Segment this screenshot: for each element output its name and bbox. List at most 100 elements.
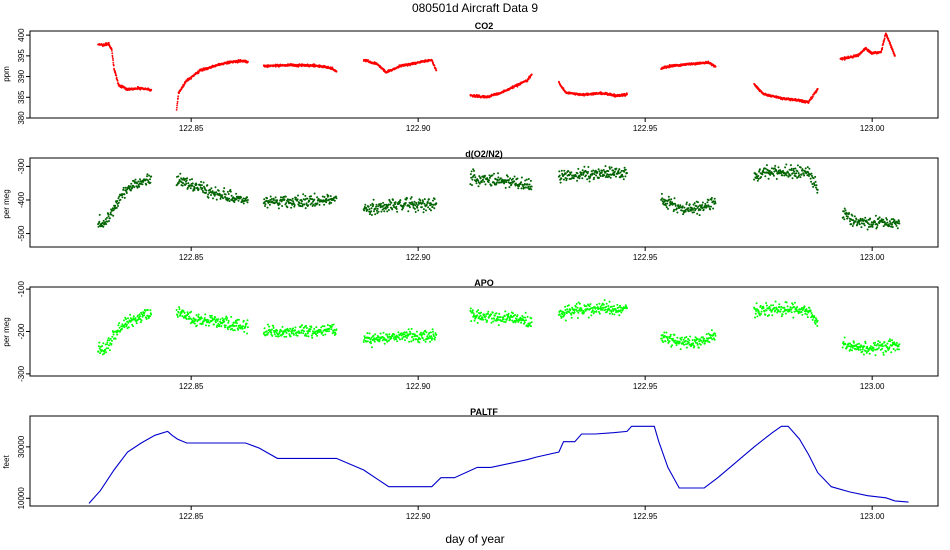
data-point-do2n2 bbox=[365, 207, 368, 209]
data-point-do2n2 bbox=[591, 172, 594, 175]
data-point-do2n2 bbox=[558, 174, 561, 177]
data-point-do2n2 bbox=[590, 170, 593, 173]
data-point-do2n2 bbox=[896, 227, 899, 230]
data-point-do2n2 bbox=[414, 204, 417, 207]
data-point-do2n2 bbox=[813, 182, 815, 185]
data-point-apo bbox=[246, 326, 249, 329]
data-point-do2n2 bbox=[230, 194, 233, 197]
data-point-do2n2 bbox=[483, 180, 486, 183]
data-point-apo bbox=[416, 335, 419, 338]
data-point-apo bbox=[597, 307, 600, 310]
plot-frame-co2 bbox=[29, 30, 939, 119]
data-point-do2n2 bbox=[676, 211, 679, 214]
data-point-do2n2 bbox=[243, 199, 246, 202]
data-point-do2n2 bbox=[367, 205, 370, 208]
data-point-apo bbox=[200, 317, 203, 320]
data-point-apo bbox=[492, 320, 495, 323]
data-point-apo bbox=[103, 350, 106, 353]
data-point-do2n2 bbox=[117, 205, 119, 207]
data-point-do2n2 bbox=[139, 178, 141, 181]
data-point-do2n2 bbox=[863, 224, 866, 227]
data-point-apo bbox=[473, 319, 476, 322]
data-point-do2n2 bbox=[226, 190, 229, 193]
data-point-apo bbox=[617, 306, 620, 309]
data-point-apo bbox=[434, 336, 437, 339]
data-point-do2n2 bbox=[392, 199, 394, 201]
data-point-apo bbox=[334, 333, 337, 335]
data-point-apo bbox=[565, 312, 568, 315]
data-point-apo bbox=[598, 302, 601, 305]
data-point-do2n2 bbox=[559, 181, 562, 184]
data-point-co2 bbox=[889, 42, 891, 44]
data-point-do2n2 bbox=[667, 195, 670, 198]
data-point-do2n2 bbox=[504, 186, 507, 189]
data-point-apo bbox=[328, 330, 330, 333]
data-point-do2n2 bbox=[419, 199, 422, 202]
data-point-do2n2 bbox=[387, 203, 390, 206]
data-point-do2n2 bbox=[387, 209, 390, 211]
data-point-apo bbox=[112, 331, 115, 334]
data-point-apo bbox=[115, 331, 118, 334]
data-point-do2n2 bbox=[146, 175, 148, 178]
data-point-apo bbox=[185, 318, 188, 320]
data-point-do2n2 bbox=[565, 179, 568, 182]
data-point-apo bbox=[476, 314, 479, 317]
data-point-do2n2 bbox=[274, 196, 277, 199]
data-point-do2n2 bbox=[494, 178, 497, 181]
data-point-apo bbox=[431, 328, 434, 331]
x-tick-label-apo-3: 123.00 bbox=[860, 382, 885, 391]
data-point-apo bbox=[563, 313, 566, 316]
data-point-apo bbox=[491, 311, 494, 314]
data-point-do2n2 bbox=[298, 202, 301, 205]
data-point-do2n2 bbox=[423, 202, 426, 205]
data-point-apo bbox=[263, 327, 266, 330]
data-point-do2n2 bbox=[401, 207, 404, 210]
data-point-apo bbox=[430, 335, 433, 338]
data-point-do2n2 bbox=[475, 182, 478, 185]
data-point-do2n2 bbox=[228, 200, 231, 203]
data-point-do2n2 bbox=[619, 171, 622, 174]
data-point-apo bbox=[132, 315, 135, 318]
data-point-apo bbox=[97, 350, 100, 353]
data-point-co2 bbox=[115, 74, 118, 77]
data-point-co2 bbox=[115, 76, 118, 79]
data-point-apo bbox=[307, 331, 310, 333]
data-point-do2n2 bbox=[876, 224, 879, 226]
data-point-do2n2 bbox=[422, 200, 425, 203]
data-point-do2n2 bbox=[671, 201, 674, 204]
data-point-co2 bbox=[812, 95, 814, 98]
data-point-apo bbox=[108, 349, 111, 352]
data-point-do2n2 bbox=[870, 221, 873, 224]
series-do2n2-8 bbox=[841, 207, 901, 231]
data-point-do2n2 bbox=[470, 176, 473, 179]
data-point-apo bbox=[419, 338, 422, 340]
apo-panel: APO per meg 122.85 122.90 122.95 123.00-300… bbox=[2, 278, 939, 391]
data-point-do2n2 bbox=[685, 201, 688, 204]
data-point-apo bbox=[223, 320, 226, 323]
data-point-do2n2 bbox=[618, 168, 621, 171]
data-point-co2 bbox=[886, 35, 889, 37]
data-point-do2n2 bbox=[589, 175, 592, 178]
data-point-apo bbox=[432, 330, 434, 333]
data-point-do2n2 bbox=[785, 174, 788, 177]
data-point-apo bbox=[143, 311, 146, 314]
data-point-apo bbox=[578, 302, 581, 305]
data-point-apo bbox=[613, 305, 615, 308]
data-point-co2 bbox=[626, 93, 628, 96]
data-point-do2n2 bbox=[432, 203, 435, 206]
data-point-do2n2 bbox=[615, 175, 617, 178]
data-point-apo bbox=[321, 325, 324, 328]
data-point-apo bbox=[203, 319, 205, 322]
data-point-do2n2 bbox=[409, 197, 412, 200]
data-point-do2n2 bbox=[668, 198, 671, 201]
data-point-apo bbox=[424, 340, 427, 343]
data-point-apo bbox=[614, 308, 617, 311]
data-point-do2n2 bbox=[882, 218, 885, 221]
data-point-do2n2 bbox=[115, 201, 118, 204]
data-point-apo bbox=[213, 318, 216, 321]
data-point-apo bbox=[411, 335, 414, 338]
data-point-do2n2 bbox=[610, 166, 613, 169]
data-point-apo bbox=[397, 331, 400, 334]
data-point-do2n2 bbox=[286, 198, 289, 201]
data-point-apo bbox=[432, 335, 435, 337]
